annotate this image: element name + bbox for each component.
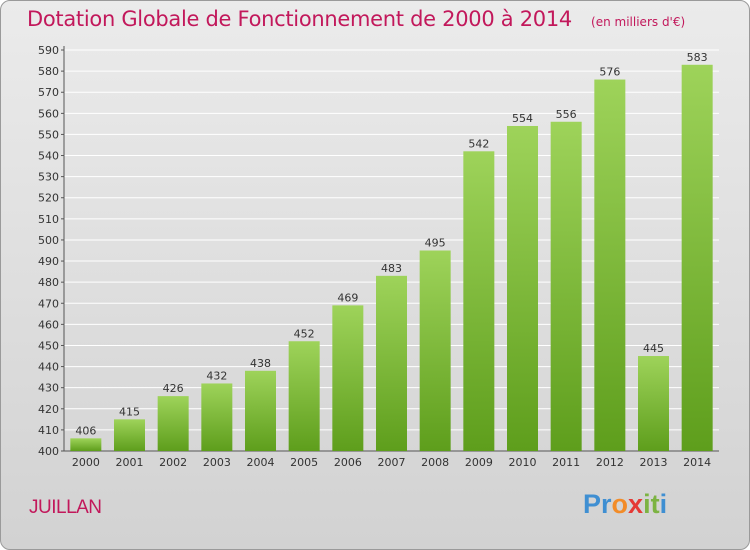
chart-title: Dotation Globale de Fonctionnement de 20… — [27, 7, 572, 31]
y-tick-label: 400 — [38, 445, 59, 458]
data-label: 406 — [75, 424, 96, 437]
y-tick-label: 490 — [38, 255, 59, 268]
x-tick-label: 2014 — [683, 456, 711, 469]
data-label: 556 — [556, 108, 577, 121]
commune-name: JUILLAN — [29, 497, 102, 518]
data-label: 576 — [599, 66, 620, 79]
x-tick-label: 2005 — [290, 456, 318, 469]
logo-letter: i — [643, 489, 651, 519]
y-tick-label: 520 — [38, 192, 59, 205]
y-tick-label: 410 — [38, 424, 59, 437]
y-tick-label: 530 — [38, 171, 59, 184]
logo-letter: P — [583, 489, 602, 519]
bar — [114, 419, 145, 451]
data-label: 542 — [468, 137, 489, 150]
y-tick-label: 550 — [38, 128, 59, 141]
y-tick-label: 470 — [38, 297, 59, 310]
bars — [70, 64, 713, 452]
data-label: 445 — [643, 342, 664, 355]
logo-letter: x — [628, 489, 644, 519]
y-tick-label: 420 — [38, 403, 59, 416]
data-label: 495 — [425, 237, 446, 250]
x-tick-label: 2003 — [203, 456, 231, 469]
x-tick-label: 2011 — [552, 456, 580, 469]
y-tick-label: 570 — [38, 86, 59, 99]
data-label: 554 — [512, 112, 533, 125]
bar — [507, 125, 538, 452]
bar — [245, 370, 276, 451]
data-label: 438 — [250, 357, 271, 370]
bar — [288, 341, 320, 451]
y-tick-label: 430 — [38, 382, 59, 395]
bar — [419, 250, 451, 451]
data-label: 432 — [206, 369, 227, 382]
logo-letter: r — [601, 489, 612, 519]
bar — [332, 305, 364, 451]
logo-letter: t — [650, 489, 660, 519]
data-label: 415 — [119, 405, 140, 418]
bar — [463, 151, 495, 451]
labels: 400 410 420 430 440 450 460 470 480 490 500 510 520 5… — [38, 44, 711, 469]
bar — [201, 383, 233, 451]
bar — [681, 64, 713, 451]
x-tick-label: 2001 — [116, 456, 144, 469]
x-tick-label: 2007 — [378, 456, 406, 469]
bar — [594, 79, 626, 452]
logo-letter: o — [611, 489, 629, 519]
x-tick-label: 2013 — [640, 456, 668, 469]
x-tick-label: 2000 — [72, 456, 100, 469]
x-tick-label: 2004 — [247, 456, 275, 469]
title-row: Dotation Globale de Fonctionnement de 20… — [27, 7, 685, 31]
chart-subtitle: (en milliers d'€) — [591, 15, 686, 29]
bar — [550, 121, 582, 451]
bar — [157, 396, 189, 451]
x-tick-label: 2009 — [465, 456, 493, 469]
y-tick-label: 480 — [38, 276, 59, 289]
data-label: 469 — [337, 291, 358, 304]
data-label: 583 — [687, 51, 708, 64]
x-tick-label: 2006 — [334, 456, 362, 469]
y-tick-label: 510 — [38, 213, 59, 226]
y-tick-label: 580 — [38, 65, 59, 78]
data-label: 426 — [163, 382, 184, 395]
data-label: 452 — [294, 327, 315, 340]
y-tick-label: 540 — [38, 150, 59, 163]
y-tick-label: 500 — [38, 234, 59, 247]
y-tick-label: 450 — [38, 339, 59, 352]
y-tick-label: 460 — [38, 318, 59, 331]
bar — [638, 356, 669, 451]
y-tick-label: 590 — [38, 44, 59, 57]
y-tick-label: 440 — [38, 361, 59, 374]
x-tick-label: 2012 — [596, 456, 624, 469]
data-label: 483 — [381, 262, 402, 275]
x-tick-label: 2010 — [509, 456, 537, 469]
proxiti-logo[interactable]: Proxiti — [583, 489, 667, 520]
x-tick-label: 2002 — [159, 456, 187, 469]
x-tick-label: 2008 — [421, 456, 449, 469]
logo-letter: i — [659, 489, 668, 519]
bar — [376, 275, 407, 451]
y-tick-label: 560 — [38, 107, 59, 120]
bar — [70, 438, 102, 451]
